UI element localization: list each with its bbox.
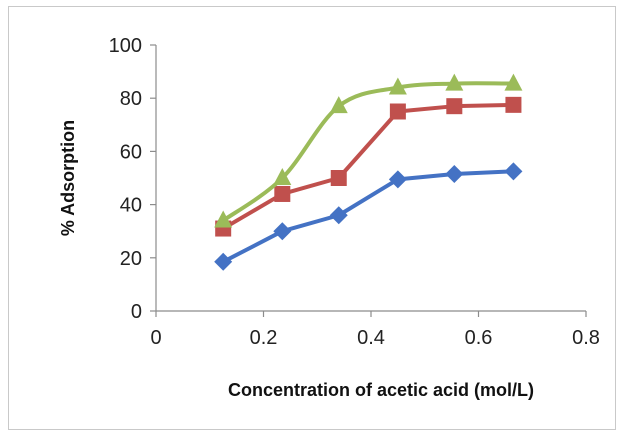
series-line (221, 102, 516, 231)
diamond-marker (273, 222, 292, 241)
square-marker (274, 185, 291, 202)
series-square (215, 96, 522, 237)
x-tick-label: 0.4 (357, 327, 385, 349)
y-tick-label: 0 (131, 301, 142, 323)
series-diamond (214, 162, 523, 271)
x-axis-title: Concentration of acetic acid (mol/L) (228, 380, 534, 400)
y-tick-label: 80 (120, 88, 142, 110)
triangle-marker (214, 210, 233, 228)
square-marker (389, 103, 406, 120)
series-line (221, 169, 516, 264)
triangle-marker (388, 77, 407, 95)
triangle-marker (445, 73, 464, 91)
series-triangle (214, 73, 523, 228)
x-tick-label: 0 (150, 327, 161, 349)
x-tick-label: 0.8 (572, 327, 600, 349)
square-marker (446, 98, 463, 115)
triangle-marker (329, 96, 348, 114)
x-tick-label: 0.6 (465, 327, 493, 349)
y-tick-label: 60 (120, 141, 142, 163)
triangle-marker (504, 73, 523, 91)
diamond-marker (329, 206, 348, 225)
square-marker (330, 170, 347, 186)
diamond-marker (388, 170, 407, 189)
tick-labels: 0 20 40 60 80 100 0 0.2 0.4 0.6 0.8 (109, 35, 600, 349)
diamond-marker (504, 162, 523, 181)
diamond-marker (445, 165, 464, 184)
y-tick-label: 20 (120, 248, 142, 270)
y-axis-title: % Adsorption (58, 120, 78, 236)
series-group (214, 73, 523, 271)
y-tick-label: 100 (109, 35, 142, 57)
square-marker (505, 96, 522, 113)
axes (150, 44, 587, 317)
triangle-marker (273, 168, 292, 185)
x-tick-label: 0.2 (250, 327, 278, 349)
y-tick-label: 40 (120, 195, 142, 217)
diamond-marker (214, 252, 233, 271)
